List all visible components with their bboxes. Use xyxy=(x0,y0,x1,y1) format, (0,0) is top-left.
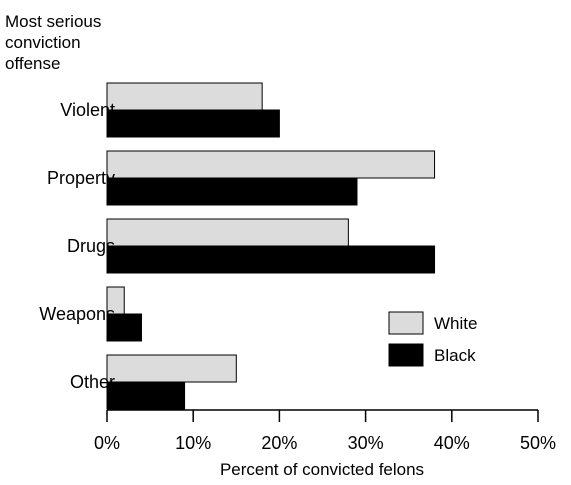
legend: White Black xyxy=(388,311,477,367)
bar-white-violent xyxy=(106,82,263,111)
bar-white-property xyxy=(106,150,436,179)
y-axis-title-line-3: offense xyxy=(5,54,60,73)
category-label-drugs: Drugs xyxy=(67,236,115,256)
y-axis-title: Most serious conviction offense xyxy=(5,12,106,73)
bar-black-drugs xyxy=(106,245,436,274)
x-axis-ticks: 0% 10% 20% 30% 40% 50% xyxy=(94,410,556,453)
y-axis-title-line-2: conviction xyxy=(5,33,81,52)
bar-black-weapons xyxy=(106,313,142,342)
legend-swatch-black xyxy=(388,343,424,367)
y-axis-title-line-1: Most serious xyxy=(5,12,101,31)
category-label-other: Other xyxy=(70,372,115,392)
x-tick-label: 50% xyxy=(520,433,556,453)
category-label-weapons: Weapons xyxy=(39,304,115,324)
x-axis-title: Percent of convicted felons xyxy=(220,460,424,479)
bar-white-other xyxy=(106,354,237,383)
category-label-violent: Violent xyxy=(60,100,115,120)
legend-label-white: White xyxy=(434,314,477,333)
category-labels: Violent Property Drugs Weapons Other xyxy=(39,100,115,392)
x-tick-label: 20% xyxy=(261,433,297,453)
bar-black-other xyxy=(106,381,186,410)
category-label-property: Property xyxy=(47,168,115,188)
legend-label-black: Black xyxy=(434,346,476,365)
bar-white-drugs xyxy=(106,218,349,247)
bar-black-property xyxy=(106,177,358,206)
x-tick-label: 40% xyxy=(434,433,470,453)
bar-black-violent xyxy=(106,109,280,138)
legend-swatch-white xyxy=(388,311,424,335)
x-tick-label: 10% xyxy=(175,433,211,453)
x-tick-label: 30% xyxy=(348,433,384,453)
bars-layer xyxy=(106,82,436,410)
x-tick-label: 0% xyxy=(94,433,120,453)
